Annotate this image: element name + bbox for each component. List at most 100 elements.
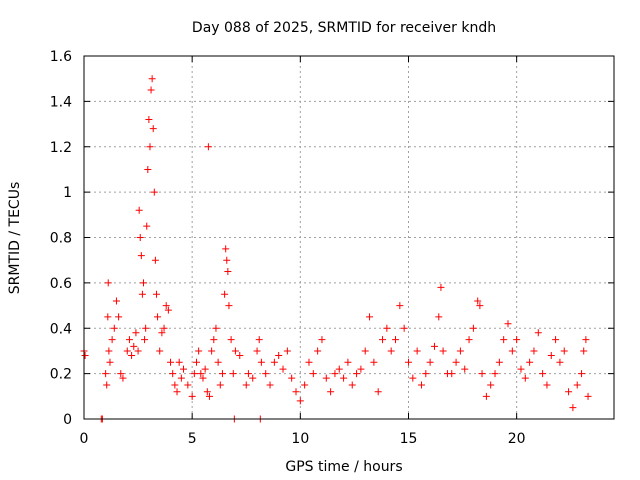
data-point [249, 374, 257, 382]
data-point [301, 381, 309, 389]
x-tick-label: 10 [291, 431, 309, 447]
data-point [180, 365, 188, 373]
data-point [560, 347, 568, 355]
data-point [173, 388, 181, 396]
data-point [283, 347, 291, 355]
data-point [135, 206, 143, 214]
data-point [417, 381, 425, 389]
data-point [435, 313, 443, 321]
data-point [145, 116, 153, 124]
data-point [383, 324, 391, 332]
data-point [110, 324, 118, 332]
data-point [534, 329, 542, 337]
data-point [231, 347, 239, 355]
data-point [517, 365, 525, 373]
data-point [221, 290, 229, 298]
data-point [144, 165, 152, 173]
data-point [584, 392, 592, 400]
data-point [495, 358, 503, 366]
data-point [508, 347, 516, 355]
data-point [148, 75, 156, 83]
data-point [255, 336, 263, 344]
data-point [117, 370, 125, 378]
data-point [530, 347, 538, 355]
y-tick-label: 1 [63, 185, 72, 201]
data-point [521, 374, 529, 382]
data-point [190, 370, 198, 378]
data-point [142, 324, 150, 332]
data-point [348, 381, 356, 389]
data-point [214, 358, 222, 366]
data-point [175, 358, 183, 366]
data-point [379, 336, 387, 344]
data-points [80, 75, 592, 423]
data-point [335, 365, 343, 373]
x-tick-labels: 0 5 10 15 20 [80, 431, 526, 447]
data-point [167, 358, 175, 366]
data-point [210, 336, 218, 344]
data-point [136, 234, 144, 241]
data-point [104, 279, 112, 287]
data-point [154, 313, 162, 321]
data-point [474, 297, 482, 305]
data-point [222, 245, 230, 253]
data-point [119, 374, 127, 382]
data-point [292, 388, 300, 396]
data-point [580, 347, 588, 355]
data-point [171, 381, 179, 389]
data-point [197, 370, 205, 378]
data-point [188, 392, 196, 400]
data-point [361, 347, 369, 355]
data-point [331, 370, 339, 378]
data-point [103, 381, 111, 389]
x-tick-label: 5 [188, 431, 197, 447]
data-point [236, 351, 244, 359]
data-point [448, 370, 456, 378]
data-point [105, 347, 113, 355]
data-point [296, 397, 304, 405]
data-point [370, 358, 378, 366]
data-point [162, 302, 170, 310]
data-point [225, 302, 233, 310]
data-point [478, 370, 486, 378]
data-point [413, 347, 421, 355]
data-point [132, 329, 140, 337]
data-point [430, 342, 438, 350]
data-point [400, 324, 408, 332]
data-point [482, 392, 490, 400]
x-tick-label: 0 [80, 431, 89, 447]
data-point [156, 347, 164, 355]
data-point [552, 336, 560, 344]
data-point [212, 324, 220, 332]
data-point [309, 370, 317, 378]
data-point [125, 336, 133, 344]
data-point [123, 347, 131, 355]
data-point [141, 336, 149, 344]
data-point [138, 290, 146, 298]
x-axis-label: GPS time / hours [285, 459, 402, 475]
data-point [461, 365, 469, 373]
data-point [456, 347, 464, 355]
data-point [146, 143, 154, 151]
data-point [199, 374, 207, 382]
data-point [353, 370, 361, 378]
data-point [543, 381, 551, 389]
data-point [169, 370, 177, 378]
plot-frame [83, 55, 615, 420]
y-axis-label: SRMTID / TECUs [7, 182, 23, 295]
data-point [108, 336, 116, 344]
data-point [582, 336, 590, 344]
data-point [344, 358, 352, 366]
y-tick-label: 0.6 [50, 276, 72, 292]
data-point [208, 347, 216, 355]
data-point [526, 358, 534, 366]
data-point [476, 302, 484, 310]
data-point [150, 188, 158, 196]
data-point [396, 302, 404, 310]
data-point [318, 336, 326, 344]
data-point [203, 388, 211, 396]
y-tick-label: 0.8 [50, 231, 72, 247]
data-point [392, 336, 400, 344]
data-point [404, 358, 412, 366]
